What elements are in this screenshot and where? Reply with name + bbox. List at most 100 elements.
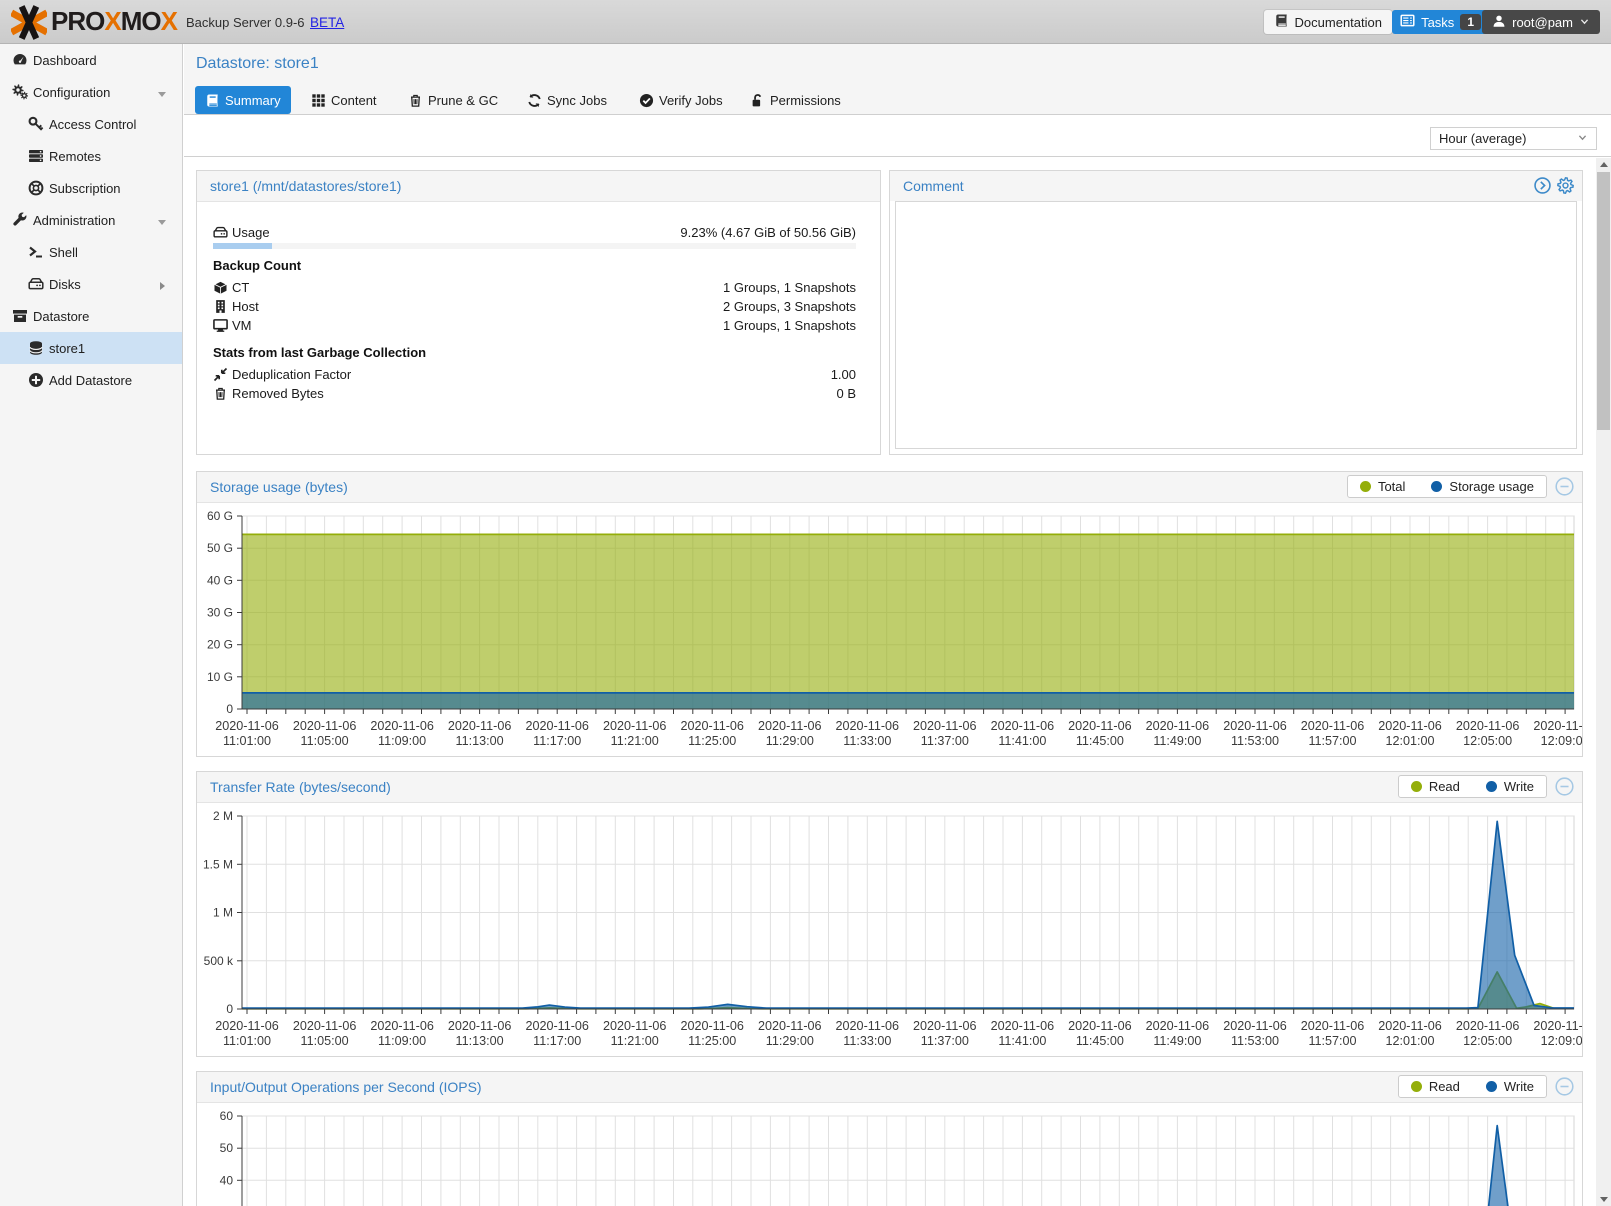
sidebar-item-shell[interactable]: Shell (0, 236, 182, 268)
archive-icon (12, 308, 28, 324)
gear-icon[interactable] (1557, 177, 1574, 197)
caret-down-icon[interactable] (156, 88, 168, 103)
svg-text:2020-11-06: 2020-11-06 (836, 1019, 900, 1033)
wrench-icon (12, 212, 28, 228)
svg-text:11:37:00: 11:37:00 (921, 734, 969, 748)
chart-panel-header: Input/Output Operations per Second (IOPS… (197, 1072, 1582, 1102)
scrollbar-down-arrow[interactable] (1596, 1193, 1611, 1206)
tab-bar: Summary Content Prune & GC Sync Jobs Verify … (184, 85, 1611, 115)
collapse-icon[interactable] (1555, 777, 1574, 796)
svg-text:11:33:00: 11:33:00 (843, 1034, 891, 1048)
sidebar-item-remotes[interactable]: Remotes (0, 140, 182, 172)
tab-summary[interactable]: Summary (195, 86, 291, 114)
svg-text:11:29:00: 11:29:00 (766, 1034, 814, 1048)
svg-text:2020-11-06: 2020-11-06 (680, 719, 744, 733)
sidebar-item-administration[interactable]: Administration (0, 204, 182, 236)
chart-panel-header: Storage usage (bytes) Total Storage usag… (197, 472, 1582, 502)
scrollbar-up-arrow[interactable] (1596, 158, 1611, 171)
book-icon (205, 93, 220, 108)
section-heading: Stats from last Garbage Collection (213, 345, 427, 360)
page-title: Datastore: store1 (196, 55, 319, 72)
legend-item[interactable]: Read (1410, 1079, 1460, 1094)
legend-item[interactable]: Storage usage (1431, 479, 1534, 494)
stat-row: Host 2 Groups, 3 Snapshots (213, 298, 856, 317)
sidebar-item-disks[interactable]: Disks (0, 268, 182, 300)
svg-text:12:09:00: 12:09:00 (1541, 1034, 1582, 1048)
chart-panel-body: 4050602020-11-0611:01:002020-11-0611:05:… (197, 1102, 1582, 1206)
section-heading: Backup Count (213, 258, 302, 273)
svg-text:2020-11-06: 2020-11-06 (680, 1019, 744, 1033)
sidebar-item-dashboard[interactable]: Dashboard (0, 44, 182, 76)
svg-text:2020-11-06: 2020-11-06 (1533, 719, 1582, 733)
sidebar-item-subscription[interactable]: Subscription (0, 172, 182, 204)
stat-value: 1 Groups, 1 Snapshots (723, 318, 856, 333)
legend-item[interactable]: Read (1410, 779, 1460, 794)
edit-comment-icon[interactable] (1534, 177, 1551, 197)
legend-label: Read (1428, 779, 1460, 794)
sidebar-item-label: Access Control (49, 116, 137, 132)
svg-text:2020-11-06: 2020-11-06 (1068, 1019, 1132, 1033)
svg-text:11:37:00: 11:37:00 (921, 1034, 969, 1048)
tab-prune-gc[interactable]: Prune & GC (396, 86, 510, 114)
collapse-icon[interactable] (1555, 477, 1574, 496)
caret-right-icon[interactable] (156, 280, 168, 295)
documentation-button[interactable]: Documentation (1263, 10, 1392, 34)
svg-text:2020-11-06: 2020-11-06 (1301, 1019, 1365, 1033)
sidebar-item-store1[interactable]: store1 (0, 332, 182, 364)
svg-text:11:57:00: 11:57:00 (1308, 734, 1356, 748)
svg-text:11:17:00: 11:17:00 (533, 734, 581, 748)
legend-item[interactable]: Write (1485, 779, 1534, 794)
tab-verify-jobs[interactable]: Verify Jobs (627, 86, 735, 114)
svg-text:2020-11-06: 2020-11-06 (215, 1019, 279, 1033)
tab-label: Summary (225, 92, 281, 108)
caret-down-icon[interactable] (156, 216, 168, 231)
chart-panel-header: Transfer Rate (bytes/second) Read Write (197, 772, 1582, 802)
chart-title: Storage usage (bytes) (210, 479, 348, 495)
comment-panel: Comment (889, 170, 1583, 455)
svg-text:2020-11-06: 2020-11-06 (525, 719, 589, 733)
usage-row: Usage 9.23% (4.67 GiB of 50.56 GiB) (213, 224, 856, 243)
svg-text:1.5 M: 1.5 M (203, 857, 233, 871)
sidebar-item-label: Disks (49, 276, 81, 292)
tab-content[interactable]: Content (299, 86, 389, 114)
tab-label: Content (331, 92, 377, 108)
vertical-scrollbar[interactable] (1596, 158, 1611, 1206)
collapse-icon[interactable] (1555, 1077, 1574, 1096)
svg-text:11:49:00: 11:49:00 (1153, 734, 1201, 748)
version-subtitle: Backup Server 0.9-6 (186, 15, 305, 30)
legend-label: Write (1503, 1079, 1534, 1094)
sidebar-item-access-control[interactable]: Access Control (0, 108, 182, 140)
sidebar-item-configuration[interactable]: Configuration (0, 76, 182, 108)
user-menu-button[interactable]: root@pam (1482, 10, 1600, 34)
sidebar-item-label: Dashboard (33, 52, 97, 68)
sidebar-item-datastore[interactable]: Datastore (0, 300, 182, 332)
svg-text:1 M: 1 M (213, 906, 233, 920)
svg-text:11:25:00: 11:25:00 (688, 1034, 736, 1048)
stat-value: 1.00 (830, 367, 856, 382)
cube-icon (213, 280, 228, 295)
server-icon (28, 148, 44, 164)
svg-text:2020-11-06: 2020-11-06 (293, 1019, 357, 1033)
sidebar-item-label: Add Datastore (49, 372, 133, 388)
beta-link[interactable]: BETA (310, 15, 345, 30)
scrollbar-thumb[interactable] (1597, 172, 1610, 430)
svg-text:10 G: 10 G (207, 670, 233, 684)
tasks-button[interactable]: Tasks 1 (1392, 10, 1489, 34)
timeframe-select[interactable]: Hour (average) (1430, 127, 1597, 150)
legend-dot-icon (1485, 1081, 1497, 1092)
sidebar-item-label: Datastore (33, 308, 90, 324)
sidebar: Dashboard Configuration Access Control Remo… (0, 44, 183, 1206)
svg-text:2020-11-06: 2020-11-06 (1146, 1019, 1210, 1033)
legend-item[interactable]: Total (1359, 479, 1405, 494)
grid-icon (311, 93, 326, 108)
sidebar-item-add-datastore[interactable]: Add Datastore (0, 364, 182, 396)
legend-dot-icon (1485, 781, 1497, 792)
svg-text:60: 60 (220, 1109, 234, 1123)
tab-sync-jobs[interactable]: Sync Jobs (515, 86, 619, 114)
datastore-info-panel-body: Usage 9.23% (4.67 GiB of 50.56 GiB) Back… (197, 201, 880, 454)
legend-item[interactable]: Write (1485, 1079, 1534, 1094)
svg-text:2020-11-06: 2020-11-06 (525, 1019, 589, 1033)
tab-permissions[interactable]: Permissions (738, 86, 853, 114)
check-circle-icon (639, 93, 654, 108)
